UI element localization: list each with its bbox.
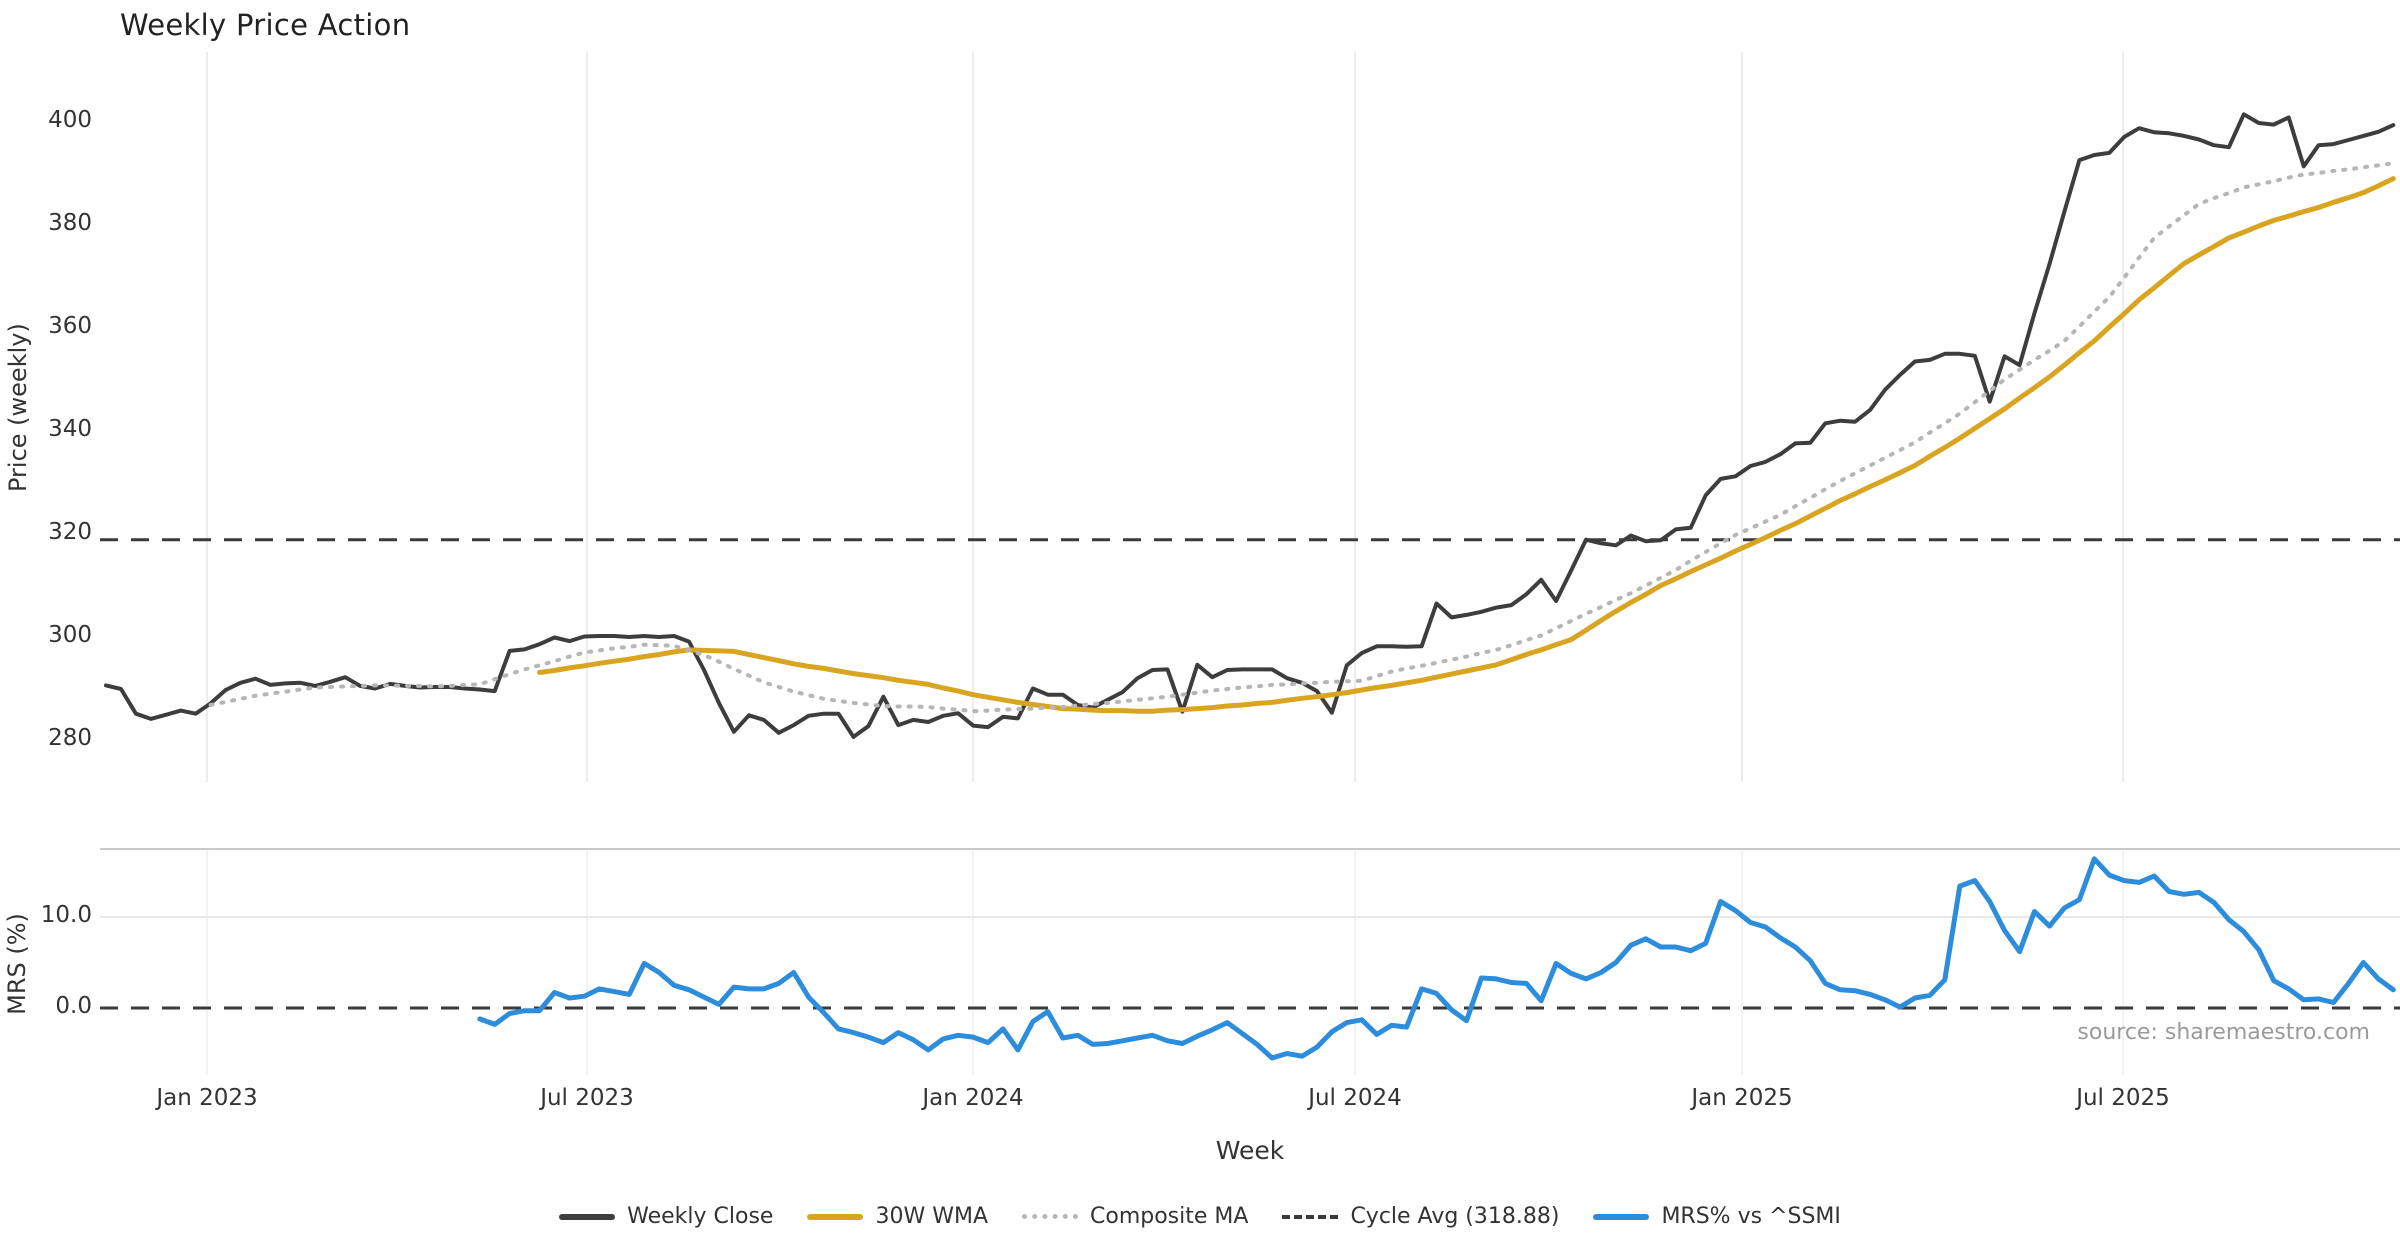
price-tick-400: 400: [48, 107, 92, 133]
price-tick-360: 360: [48, 313, 92, 339]
series-line-mrs-vs-ssmi: [477, 856, 2396, 1061]
mrs-tick-10.0: 10.0: [40, 902, 92, 928]
x-axis-label: Week: [1215, 1136, 1285, 1165]
legend-label: Weekly Close: [627, 1204, 774, 1229]
price-axis-label: Price (weekly): [4, 323, 32, 492]
legend-label: MRS% vs ^SSMI: [1661, 1204, 1841, 1229]
x-tick-Jul-2023: Jul 2023: [540, 1085, 634, 1111]
legend-item-composite-ma: Composite MA: [1022, 1204, 1248, 1229]
series-line-weekly-close: [104, 112, 2396, 739]
chart-title: Weekly Price Action: [120, 8, 411, 42]
x-tick-Jul-2025: Jul 2025: [2076, 1085, 2170, 1111]
wma-line-icon: [807, 1213, 864, 1220]
x-tick-Jan-2023: Jan 2023: [156, 1085, 258, 1111]
series-line-composite-ma: [208, 161, 2396, 714]
x-tick-Jan-2025: Jan 2025: [1691, 1085, 1793, 1111]
price-tick-380: 380: [48, 210, 92, 236]
legend-label: Composite MA: [1090, 1204, 1249, 1229]
cycle-avg-line-icon: [1282, 1214, 1339, 1219]
price-tick-300: 300: [48, 622, 92, 648]
mrs-line-icon: [1593, 1213, 1650, 1220]
series-line-30w-wma: [537, 176, 2396, 714]
legend-item-weekly-close: Weekly Close: [559, 1204, 773, 1229]
price-tick-280: 280: [48, 725, 92, 751]
legend-item-30w-wma: 30W WMA: [807, 1204, 988, 1229]
legend-item-mrs: MRS% vs ^SSMI: [1593, 1204, 1841, 1229]
chart-legend: Weekly Close 30W WMA Composite MA Cycle …: [0, 1204, 2400, 1229]
legend-item-cycle-avg: Cycle Avg (318.88): [1282, 1204, 1559, 1229]
weekly-close-line-icon: [559, 1213, 616, 1220]
source-attribution: source: sharemaestro.com: [2077, 1020, 2370, 1045]
price-tick-340: 340: [48, 416, 92, 442]
legend-label: Cycle Avg (318.88): [1350, 1204, 1560, 1229]
composite-ma-line-icon: [1022, 1214, 1078, 1219]
mrs-tick-0.0: 0.0: [55, 993, 92, 1019]
x-tick-Jul-2024: Jul 2024: [1308, 1085, 1402, 1111]
legend-label: 30W WMA: [875, 1204, 988, 1229]
x-tick-Jan-2024: Jan 2024: [922, 1085, 1024, 1111]
price-tick-320: 320: [48, 519, 92, 545]
